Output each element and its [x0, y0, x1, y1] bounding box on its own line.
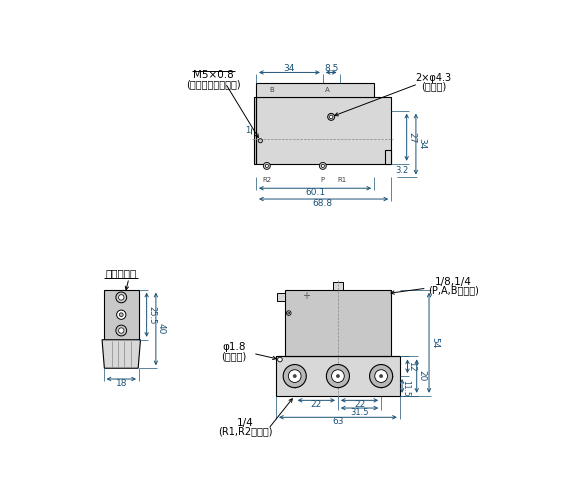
- Text: +: +: [302, 291, 310, 301]
- Text: (P,A,Bポート): (P,A,Bポート): [429, 286, 479, 296]
- Bar: [256, 83, 374, 97]
- Text: (取付用): (取付用): [421, 81, 446, 91]
- Text: 60.1: 60.1: [305, 188, 325, 198]
- Text: 1/8,1/4: 1/8,1/4: [436, 277, 472, 287]
- Circle shape: [118, 328, 124, 333]
- Polygon shape: [102, 340, 141, 368]
- Circle shape: [278, 357, 282, 362]
- Text: M5×0.8: M5×0.8: [194, 70, 234, 81]
- Circle shape: [120, 313, 123, 316]
- Bar: [254, 97, 256, 164]
- Text: 63: 63: [332, 418, 343, 426]
- Text: (呼吸穴): (呼吸穴): [221, 350, 247, 360]
- Text: マニュアル: マニュアル: [106, 268, 137, 278]
- Text: 1/4: 1/4: [237, 418, 254, 428]
- Circle shape: [116, 325, 127, 336]
- Text: 68.8: 68.8: [312, 199, 333, 208]
- Text: 11.5: 11.5: [402, 380, 410, 396]
- Circle shape: [336, 374, 339, 378]
- Circle shape: [380, 374, 382, 378]
- Text: (パイロットポート): (パイロットポート): [187, 80, 241, 90]
- Circle shape: [117, 310, 126, 320]
- Text: 2×φ4.3: 2×φ4.3: [416, 72, 452, 83]
- Circle shape: [264, 162, 271, 170]
- Text: R1: R1: [338, 177, 347, 183]
- Circle shape: [329, 115, 333, 118]
- Circle shape: [265, 164, 268, 168]
- Circle shape: [288, 312, 290, 314]
- Text: 31.5: 31.5: [350, 408, 369, 417]
- Text: R2: R2: [262, 177, 272, 183]
- Text: 3.2: 3.2: [396, 166, 409, 175]
- Bar: [277, 293, 285, 300]
- Text: 8.5: 8.5: [324, 64, 338, 73]
- Text: 40: 40: [157, 324, 166, 334]
- Circle shape: [293, 374, 296, 378]
- Circle shape: [118, 294, 124, 300]
- Circle shape: [375, 370, 388, 382]
- Circle shape: [332, 370, 345, 382]
- Bar: [276, 356, 400, 396]
- Circle shape: [258, 138, 262, 143]
- Text: 34: 34: [284, 64, 295, 73]
- Text: φ1.8: φ1.8: [222, 342, 245, 352]
- Text: A: A: [325, 87, 329, 93]
- Text: B: B: [269, 87, 274, 93]
- Circle shape: [116, 292, 127, 303]
- Text: 54: 54: [430, 337, 439, 348]
- Bar: [285, 290, 391, 356]
- Text: 20: 20: [417, 370, 427, 382]
- Text: 12: 12: [407, 361, 416, 372]
- Text: (R1,R2ポート): (R1,R2ポート): [218, 426, 272, 436]
- Bar: [333, 282, 343, 290]
- Circle shape: [286, 310, 291, 316]
- Bar: [104, 290, 139, 340]
- Text: 27: 27: [408, 132, 417, 143]
- Text: 18: 18: [115, 379, 127, 388]
- Circle shape: [283, 364, 306, 388]
- Circle shape: [321, 164, 324, 168]
- Text: 22: 22: [354, 400, 365, 409]
- Bar: [385, 150, 391, 164]
- Circle shape: [289, 370, 301, 382]
- Text: 34: 34: [417, 138, 426, 150]
- Circle shape: [370, 364, 393, 388]
- Text: 25.5: 25.5: [147, 306, 156, 324]
- Bar: [256, 97, 391, 164]
- Text: P: P: [321, 177, 325, 183]
- Circle shape: [328, 114, 335, 120]
- Text: 22: 22: [311, 400, 322, 409]
- Circle shape: [319, 162, 326, 170]
- Text: 1: 1: [245, 126, 251, 135]
- Circle shape: [326, 364, 349, 388]
